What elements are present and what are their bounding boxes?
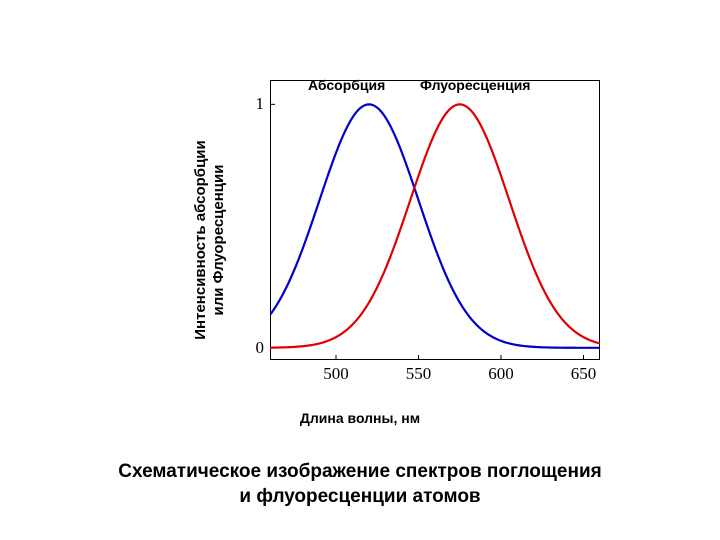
x-tick-600: 600 bbox=[488, 364, 514, 384]
caption-line1: Схематическое изображение спектров погло… bbox=[118, 461, 601, 482]
y-axis-label: Интенсивность абсорбции или Флуоресценци… bbox=[192, 140, 228, 339]
figure-caption: Схематическое изображение спектров погло… bbox=[0, 460, 720, 509]
spectra-chart: Интенсивность абсорбции или Флуоресценци… bbox=[100, 40, 620, 410]
x-tick-650: 650 bbox=[571, 364, 597, 384]
caption-line2: и флуоресценции атомов bbox=[239, 486, 480, 507]
y-tick-1: 1 bbox=[248, 94, 264, 114]
fluorescence-curve bbox=[270, 104, 600, 347]
plot-area: Абсорбция Флуоресценция bbox=[270, 80, 600, 360]
absorption-label: Абсорбция bbox=[308, 77, 385, 93]
absorption-curve bbox=[270, 104, 600, 347]
y-tick-0: 0 bbox=[248, 338, 264, 358]
fluorescence-label: Флуоресценция bbox=[420, 77, 530, 93]
x-tick-550: 550 bbox=[406, 364, 432, 384]
plot-svg bbox=[270, 80, 600, 360]
x-tick-500: 500 bbox=[323, 364, 349, 384]
x-axis-label: Длина волны, нм bbox=[100, 410, 620, 426]
